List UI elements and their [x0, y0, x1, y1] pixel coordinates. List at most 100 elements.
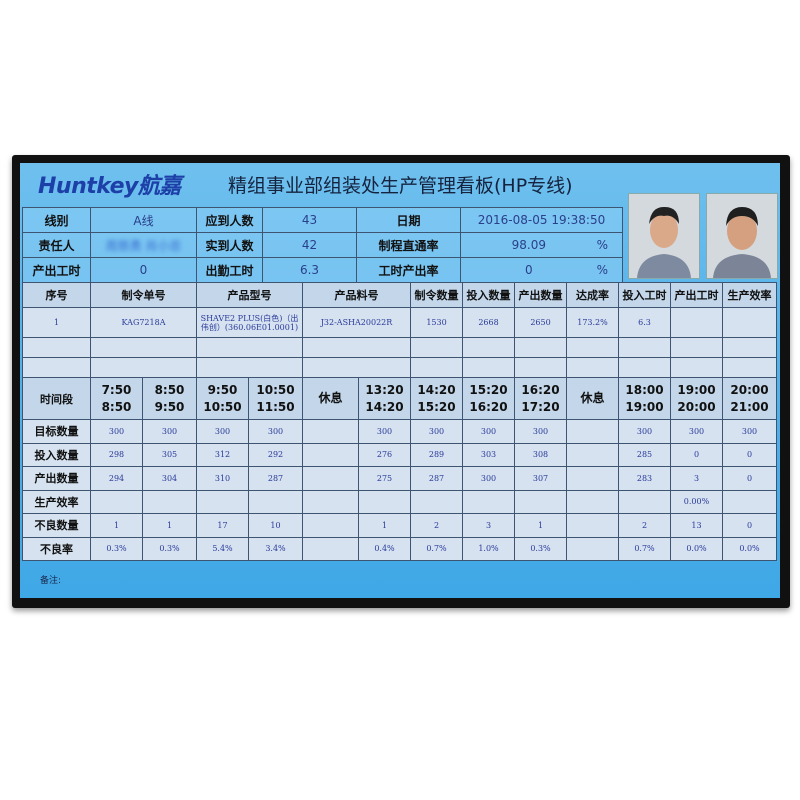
hourly-cell: 0.4%	[358, 536, 411, 561]
hourly-row-label: 生产效率	[22, 489, 91, 514]
hourly-cell	[566, 466, 619, 491]
hourly-cell: 2	[618, 513, 671, 538]
hourly-cell: 1.0%	[462, 536, 515, 561]
order-cell	[462, 337, 515, 358]
hourly-cell: 300	[618, 419, 671, 444]
hourly-cell: 308	[514, 442, 567, 467]
order-cell	[514, 357, 567, 378]
order-column-header: 制令数量	[410, 282, 463, 308]
production-table: 序号 制令单号 产品型号 产品料号 制令数量 投入数量 产出数量 达成率 投入工时 产出工时 生产效…	[22, 282, 777, 561]
hourly-cell	[566, 442, 619, 467]
hourly-cell: 300	[142, 419, 197, 444]
order-column-header: 序号	[22, 282, 91, 308]
hourly-cell	[248, 489, 303, 514]
hourly-row-label: 不良数量	[22, 513, 91, 538]
hourly-cell: 305	[142, 442, 197, 467]
hourly-cell: 298	[90, 442, 143, 467]
order-cell	[618, 357, 671, 378]
hourly-cell: 276	[358, 442, 411, 467]
hour-output-rate-unit: %	[596, 263, 608, 277]
hourly-cell: 287	[410, 466, 463, 491]
order-column-header: 产品料号	[302, 282, 411, 308]
order-column-header: 产出工时	[670, 282, 723, 308]
hourly-cell: 303	[462, 442, 515, 467]
info-table: 线别 A线 应到人数 43 日期 2016-08-05 19:38:50 责任人…	[22, 207, 623, 283]
order-cell: 2650	[514, 307, 567, 338]
order-cell	[566, 337, 619, 358]
hourly-cell: 312	[196, 442, 249, 467]
hour-output-rate-label: 工时产出率	[356, 257, 461, 283]
order-cell	[618, 337, 671, 358]
order-cell	[722, 307, 777, 338]
hourly-row-label: 产出数量	[22, 466, 91, 491]
order-row	[22, 357, 777, 378]
hourly-cell: 289	[410, 442, 463, 467]
dashboard-screen: Huntkey航嘉 精组事业部组装处生产管理看板(HP专线) 线别 A线 应到人…	[20, 163, 780, 598]
hourly-cell: 275	[358, 466, 411, 491]
order-cell: 2668	[462, 307, 515, 338]
hourly-cell	[566, 536, 619, 561]
hourly-cell: 5.4%	[196, 536, 249, 561]
owner-value: 周慈勇 肖小忠	[105, 238, 182, 253]
hourly-cell	[142, 489, 197, 514]
period-header: 休息	[566, 377, 619, 420]
order-column-header: 投入数量	[462, 282, 515, 308]
order-column-header: 制令单号	[90, 282, 197, 308]
hourly-row-label: 投入数量	[22, 442, 91, 467]
order-cell	[302, 357, 411, 378]
hourly-cell: 17	[196, 513, 249, 538]
hour-output-rate-value: 0	[524, 263, 533, 277]
hourly-cell: 304	[142, 466, 197, 491]
hourly-cell: 3	[462, 513, 515, 538]
order-cell	[302, 337, 411, 358]
hourly-cell: 1	[142, 513, 197, 538]
hourly-cell: 0.3%	[142, 536, 197, 561]
hourly-cell: 287	[248, 466, 303, 491]
order-cell: 6.3	[618, 307, 671, 338]
output-hours-label: 产出工时	[22, 257, 91, 283]
order-cell: J32-ASHA20022R	[302, 307, 411, 338]
order-cell	[722, 337, 777, 358]
actual-value: 42	[262, 232, 357, 258]
order-cell	[722, 357, 777, 378]
order-column-header: 产出数量	[514, 282, 567, 308]
order-cell	[462, 357, 515, 378]
hourly-cell: 0.7%	[618, 536, 671, 561]
hourly-cell: 0	[722, 513, 777, 538]
order-cell: 1	[22, 307, 91, 338]
hourly-cell: 0.0%	[670, 536, 723, 561]
order-cell: 173.2%	[566, 307, 619, 338]
hourly-cell: 3.4%	[248, 536, 303, 561]
actual-label: 实到人数	[196, 232, 263, 258]
hourly-row-label: 不良率	[22, 536, 91, 561]
hourly-cell: 300	[462, 466, 515, 491]
hourly-cell: 0	[722, 466, 777, 491]
hour-output-rate-cell: 0%	[460, 257, 623, 283]
hourly-cell: 0	[670, 442, 723, 467]
hourly-cell: 300	[670, 419, 723, 444]
period-header: 9:50 10:50	[196, 377, 249, 420]
staff-photo	[706, 193, 778, 279]
page-title: 精组事业部组装处生产管理看板(HP专线)	[228, 175, 573, 197]
period-header: 10:50 11:50	[248, 377, 303, 420]
hourly-cell: 300	[722, 419, 777, 444]
order-cell: KAG7218A	[90, 307, 197, 338]
hourly-cell	[196, 489, 249, 514]
period-header: 20:00 21:00	[722, 377, 777, 420]
hourly-cell	[566, 419, 619, 444]
hourly-cell: 285	[618, 442, 671, 467]
hourly-cell	[514, 489, 567, 514]
attendance-hours-value: 6.3	[262, 257, 357, 283]
order-cell	[22, 357, 91, 378]
order-column-header: 达成率	[566, 282, 619, 308]
huntkey-logo: Huntkey航嘉	[38, 174, 181, 199]
order-column-header: 投入工时	[618, 282, 671, 308]
hourly-cell: 10	[248, 513, 303, 538]
order-cell	[410, 357, 463, 378]
pass-rate-value: 98.09	[511, 238, 546, 252]
date-label: 日期	[356, 207, 461, 233]
expected-label: 应到人数	[196, 207, 263, 233]
pass-rate-label: 制程直通率	[356, 232, 461, 258]
order-header-row: 序号 制令单号 产品型号 产品料号 制令数量 投入数量 产出数量 达成率 投入工时 产出工时 生产效…	[22, 282, 777, 308]
order-column-header: 产品型号	[196, 282, 303, 308]
